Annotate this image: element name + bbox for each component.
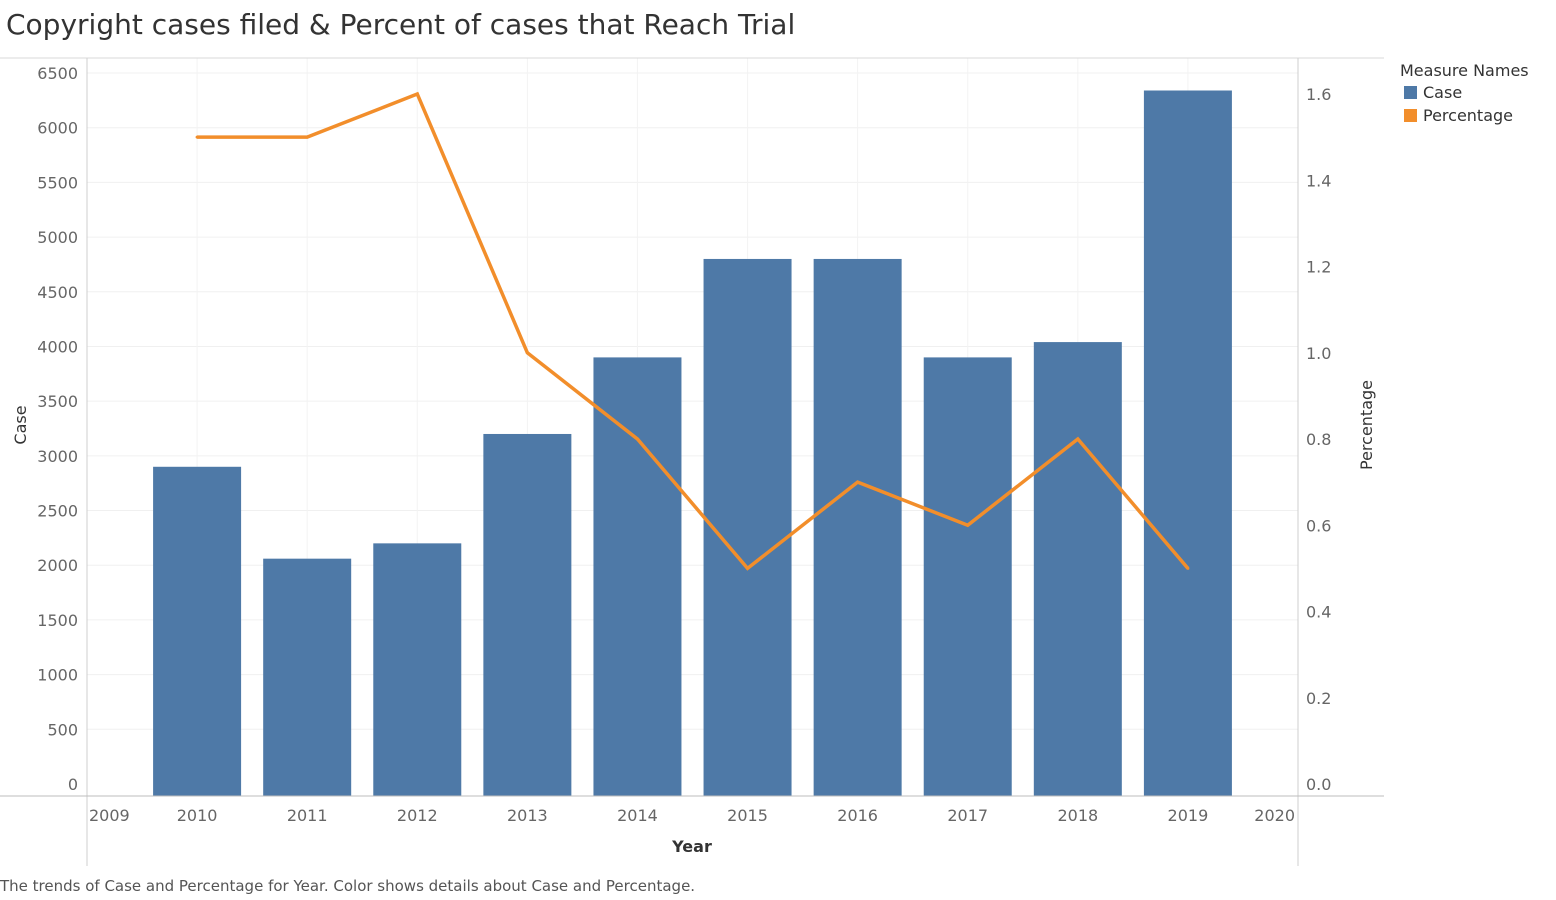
y-right-tick-label: 1.0 [1306,344,1331,363]
case-bar-2019[interactable] [1143,90,1232,797]
percentage-point-2017[interactable] [966,523,970,527]
legend-label-percentage: Percentage [1423,106,1513,125]
x-tick-label: 2012 [397,806,438,825]
x-tick-label: 2010 [177,806,218,825]
axes [0,57,1384,866]
y-left-tick-label: 3000 [37,447,78,466]
y-left-tick-label: 6500 [37,64,78,83]
case-bar-2016[interactable] [813,258,902,796]
case-bar-2011[interactable] [263,558,352,796]
y-left-tick-label: 4000 [37,337,78,356]
chart-caption: The trends of Case and Percentage for Ye… [0,877,696,895]
chart-title: Copyright cases filed & Percent of cases… [6,8,796,41]
y-right-tick-label: 0.4 [1306,603,1331,622]
x-axis-title: Year [671,837,712,856]
percentage-point-2013[interactable] [525,351,529,355]
percentage-point-2012[interactable] [415,92,419,96]
y-left-tick-label: 3500 [37,392,78,411]
case-bar-2012[interactable] [373,543,462,796]
x-axis-ticks: 2009 2010 2011 2012 2013 2014 2015 2016 2017 2018… [89,806,1295,825]
x-tick-label: 2013 [507,806,548,825]
case-bars [153,90,1232,797]
y-right-tick-label: 0.0 [1306,775,1331,794]
y-left-tick-label: 1000 [37,666,78,685]
y-left-tick-label: 5500 [37,173,78,192]
x-tick-label: 2014 [617,806,658,825]
y-left-tick-label: 5000 [37,228,78,247]
percentage-point-2019[interactable] [1186,566,1190,570]
legend: Measure Names Case Percentage [1400,61,1529,125]
y-left-tick-label: 500 [47,720,78,739]
percentage-point-2015[interactable] [746,566,750,570]
x-tick-label: 2009 [89,806,130,825]
percentage-line-layer [195,91,1190,571]
case-bar-2018[interactable] [1033,342,1122,796]
legend-swatch-case [1404,86,1417,99]
case-bar-2017[interactable] [923,357,1012,796]
y-left-tick-label: 2500 [37,502,78,521]
x-tick-label: 2016 [837,806,878,825]
combo-chart: 0 500 1000 1500 2000 2500 3000 3500 4000 4500 5000… [0,57,1529,866]
y-axis-left-title: Case [11,405,30,444]
legend-label-case: Case [1423,83,1462,102]
y-right-tick-label: 0.2 [1306,689,1331,708]
x-tick-label: 2020 [1254,806,1295,825]
left-axis-ticks: 0 500 1000 1500 2000 2500 3000 3500 4000 4500 5000… [37,64,78,794]
x-tick-label: 2011 [287,806,328,825]
legend-title: Measure Names [1400,61,1529,80]
y-left-tick-label: 0 [68,775,78,794]
y-left-tick-label: 4500 [37,283,78,302]
x-tick-label: 2018 [1057,806,1098,825]
case-bar-2010[interactable] [153,466,242,796]
y-left-tick-label: 1500 [37,611,78,630]
y-axis-right-title: Percentage [1357,380,1376,470]
percentage-point-2016[interactable] [856,480,860,484]
case-bar-2013[interactable] [483,433,572,796]
y-right-tick-label: 0.6 [1306,516,1331,535]
legend-swatch-percentage [1404,109,1417,122]
percentage-point-2014[interactable] [635,437,639,441]
case-bar-2014[interactable] [593,357,682,796]
y-left-tick-label: 2000 [37,556,78,575]
x-tick-label: 2015 [727,806,768,825]
percentage-line[interactable] [197,91,1190,571]
y-right-tick-label: 0.8 [1306,430,1331,449]
y-left-tick-label: 6000 [37,119,78,138]
right-axis-ticks: 0.0 0.2 0.4 0.6 0.8 1.0 1.2 1.4 1.6 [1306,85,1331,794]
y-right-tick-label: 1.4 [1306,171,1331,190]
y-right-tick-label: 1.6 [1306,85,1331,104]
percentage-point-2010[interactable] [195,135,199,139]
case-bar-2015[interactable] [703,258,792,796]
y-right-tick-label: 1.2 [1306,258,1331,277]
percentage-point-2018[interactable] [1076,437,1080,441]
x-tick-label: 2019 [1168,806,1209,825]
x-tick-label: 2017 [947,806,988,825]
percentage-point-2011[interactable] [305,135,309,139]
